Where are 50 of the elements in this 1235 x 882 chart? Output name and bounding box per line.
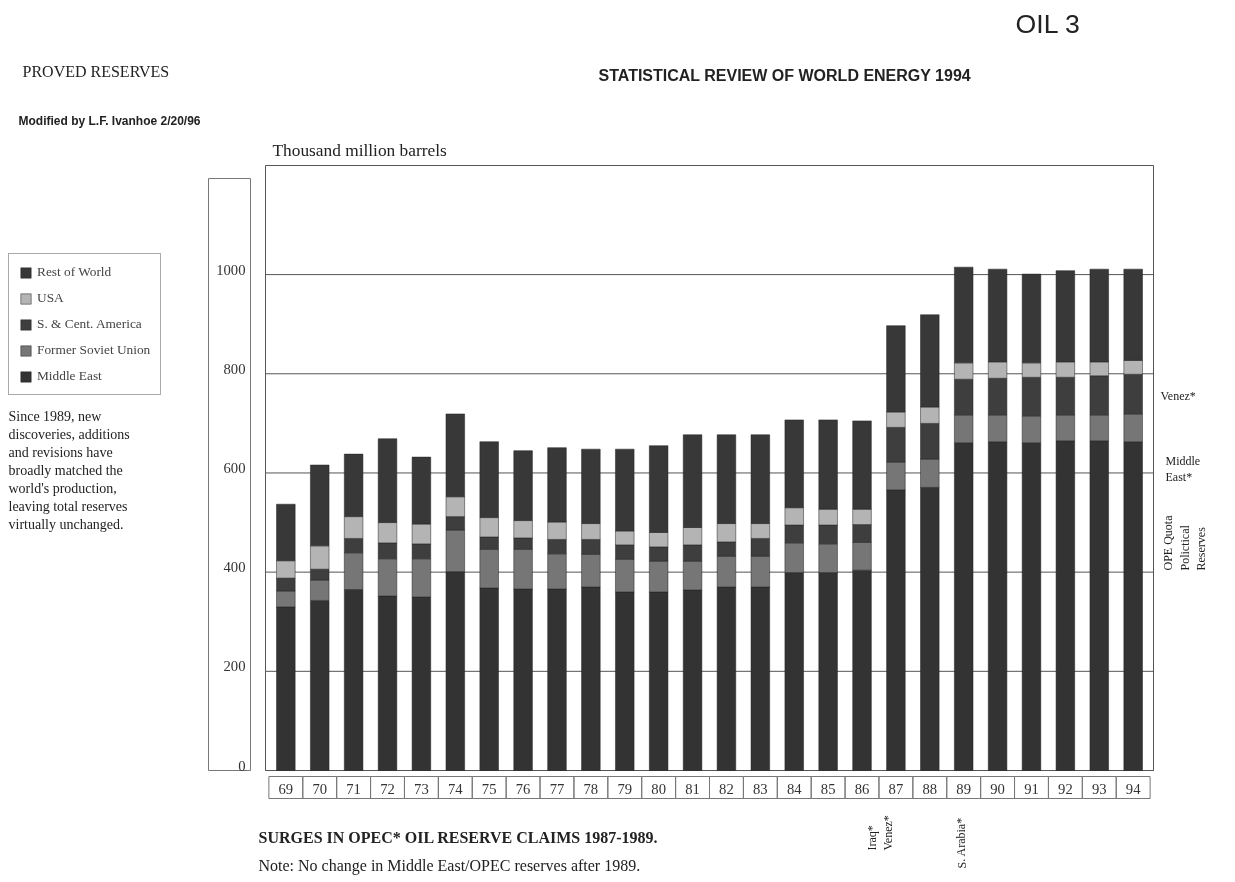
x-tick-label: 75 [481,780,497,797]
legend-label: S. & Cent. America [37,316,142,332]
text: PROVED RESERVES [22,62,170,80]
text: SURGES IN OPEC* OIL RESERVE CLAIMS 1987-1989. [258,828,658,846]
text: S. Arabia* [954,817,969,869]
x-tick-label: 76 [515,780,531,797]
text: Middle East* [1165,453,1201,485]
x-tick-label: 92 [1058,780,1073,797]
x-tick-label: 87 [888,780,904,797]
x-tick-label: 90 [990,780,1005,797]
y-tick-label: 600 [223,459,246,476]
text: OIL 3 [1015,8,1080,39]
x-tick-label: 70 [312,780,328,797]
y-tick-label: 400 [223,559,246,576]
legend-label: Former Soviet Union [37,342,151,358]
x-tick-label: 84 [786,780,803,797]
legend-label: Rest of World [37,264,112,280]
x-tick-label: 88 [922,780,938,797]
x-tick-label: 86 [854,780,870,797]
x-tick-label: 83 [753,780,768,797]
x-tick-label: 79 [617,780,633,797]
y-tick-label: 800 [223,360,246,377]
x-tick-label: 81 [685,780,700,797]
y-tick-label: 0 [238,757,246,774]
chart-subtitle: STATISTICAL REVIEW OF WORLD ENERGY 1994 [598,66,971,84]
x-tick-label: 82 [719,780,734,797]
legend-label: USA [37,290,64,306]
x-tick-label: 85 [820,780,836,797]
x-tick-label: 94 [1125,780,1142,797]
x-tick-label: 78 [583,780,599,797]
y-axis-title: Thousand million barrels [272,140,447,160]
x-tick-label: 71 [346,780,361,797]
x-tick-label: 74 [447,780,464,797]
x-tick-label: 80 [651,780,666,797]
x-tick-label: 77 [549,780,565,797]
y-tick-label: 1000 [216,261,246,278]
text: OPE Quota Polictical Reserves [1160,514,1209,571]
x-tick-label: 91 [1024,780,1039,797]
x-tick-label: 73 [414,780,429,797]
y-tick-label: 200 [223,658,246,675]
legend-label: Middle East [37,368,102,384]
text: Modified by L.F. Ivanhoe 2/20/96 [18,113,201,128]
x-tick-label: 93 [1091,780,1107,797]
x-tick-label: 72 [380,780,395,797]
text: Venez* [1160,388,1196,403]
x-tick-label: 89 [956,780,972,797]
text: Since 1989, new discoveries, additions and revisions have broadly matched the world's production, leaving total reserves virtually unchanged. [8,408,130,532]
text: Note: No change in Middle East/OPEC reserves after 1989. [258,856,641,875]
x-tick-label: 69 [278,780,294,797]
text: Iraq* Venez* [864,815,896,851]
